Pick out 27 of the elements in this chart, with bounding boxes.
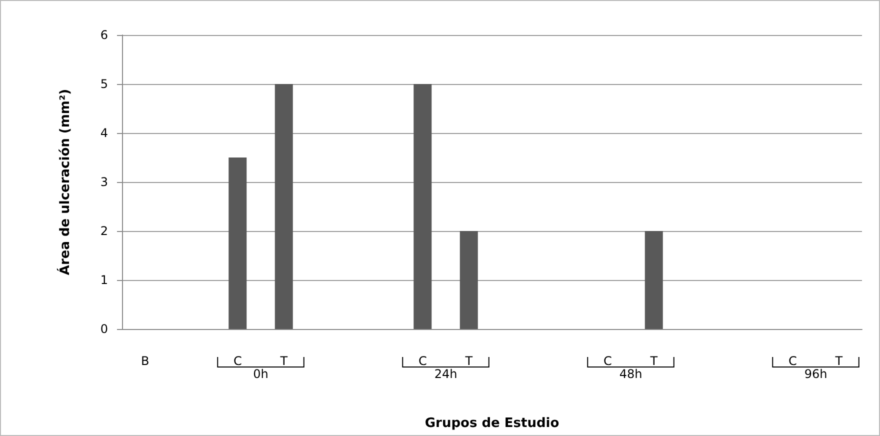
x-tick-label: C xyxy=(603,354,612,368)
y-tick-label: 0 xyxy=(100,322,108,336)
y-tick-label: 5 xyxy=(100,77,108,91)
y-tick-label: 3 xyxy=(100,175,108,189)
x-tick-label: C xyxy=(418,354,427,368)
text: 48h xyxy=(619,367,642,381)
y-tick-label: 1 xyxy=(100,273,108,287)
y-tick-label: 4 xyxy=(100,126,108,140)
x-tick-label: T xyxy=(834,354,844,368)
x-tick-label: C xyxy=(788,354,797,368)
y-axis-title: Área de ulceración (mm²) xyxy=(56,88,73,276)
x-tick-label: T xyxy=(279,354,288,368)
bar xyxy=(460,231,478,329)
bar xyxy=(274,84,293,329)
bar xyxy=(644,231,663,329)
x-tick-label: B xyxy=(141,354,150,368)
x-tick-label: C xyxy=(233,354,242,368)
x-tick-label: T xyxy=(464,354,474,368)
bar xyxy=(414,84,432,329)
text: 0h xyxy=(253,367,268,381)
x-tick-label: T xyxy=(649,354,658,368)
bar xyxy=(228,158,247,329)
text: 24h xyxy=(434,367,458,381)
text: 96h xyxy=(804,367,828,381)
x-axis-title: Grupos de Estudio xyxy=(424,416,560,431)
y-tick-label: 6 xyxy=(100,28,108,42)
y-tick-label: 2 xyxy=(100,224,108,238)
